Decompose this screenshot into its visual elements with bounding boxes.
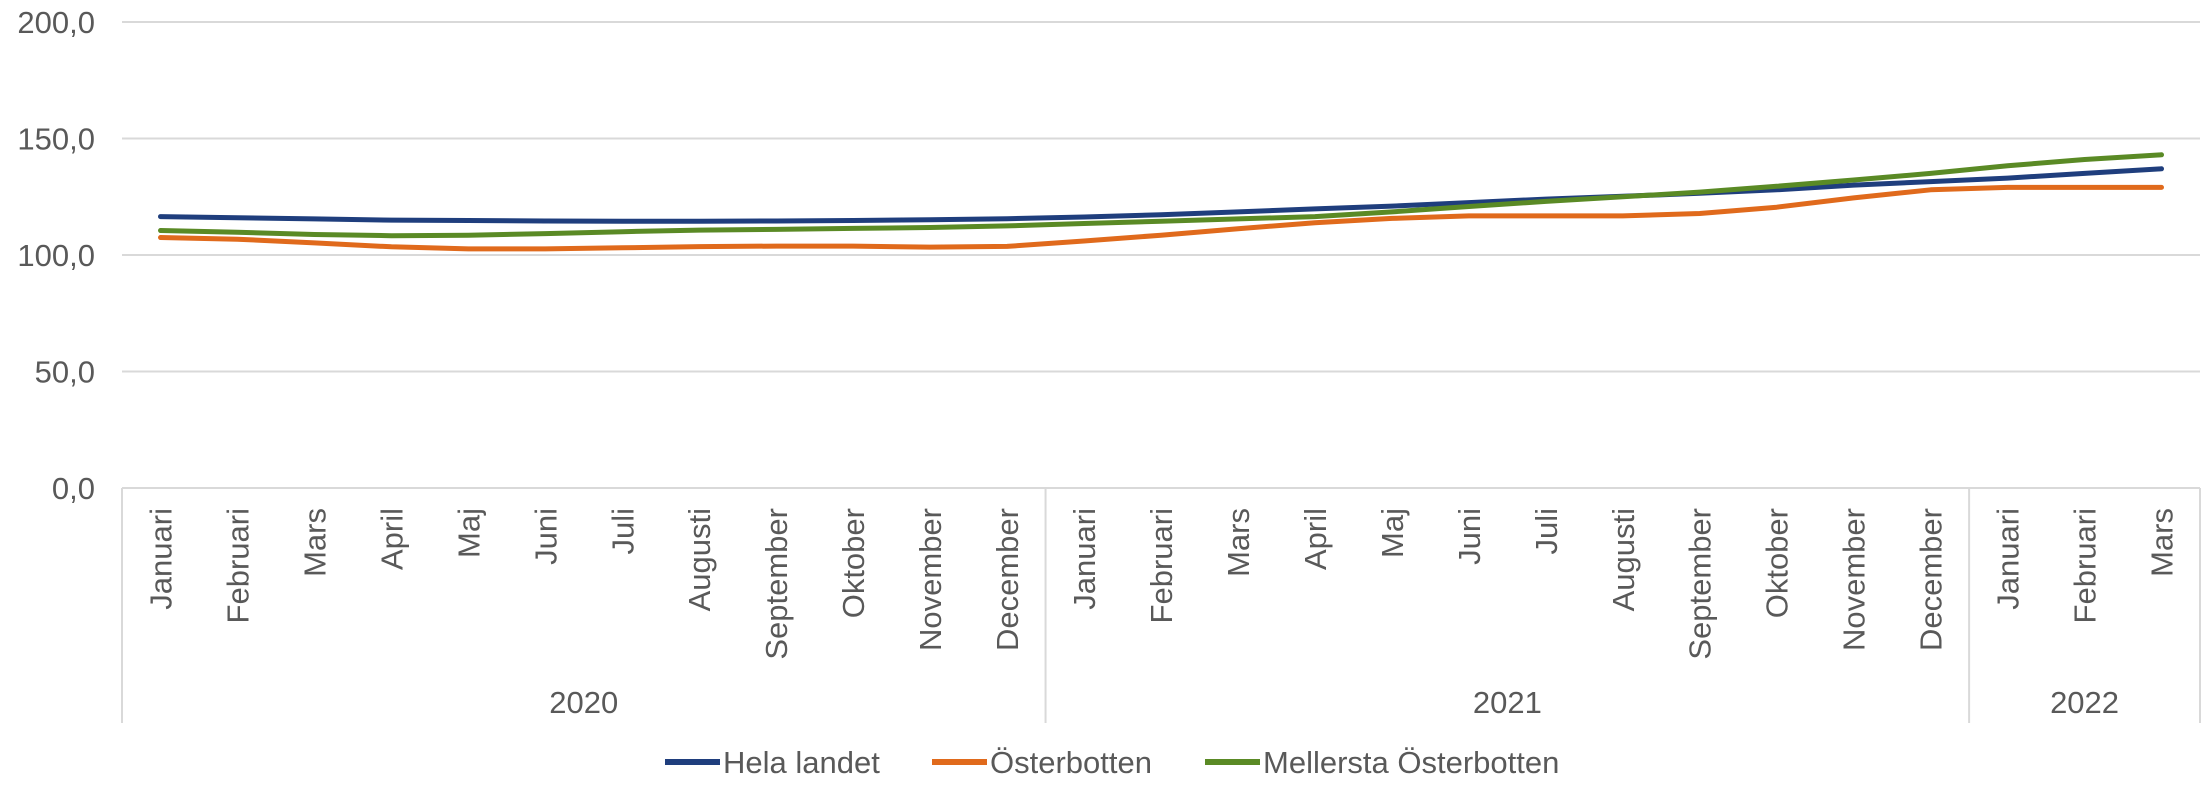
x-tick-label: Juli xyxy=(605,508,640,555)
x-tick-label: Augusti xyxy=(682,508,717,611)
x-tick-label: Februari xyxy=(220,508,255,623)
year-label: 2020 xyxy=(549,685,618,720)
x-tick-label: November xyxy=(1837,508,1872,651)
legend-label: Österbotten xyxy=(990,745,1152,780)
x-tick-label: Maj xyxy=(451,508,486,558)
legend-label: Hela landet xyxy=(723,745,880,780)
x-tick-label: Januari xyxy=(1991,508,2026,610)
x-tick-label: Januari xyxy=(143,508,178,610)
legend-label: Mellersta Österbotten xyxy=(1263,745,1559,780)
x-tick-label: December xyxy=(1914,508,1949,651)
y-tick-label: 50,0 xyxy=(35,355,95,390)
year-label: 2022 xyxy=(2050,685,2119,720)
x-tick-label: Juni xyxy=(1452,508,1487,565)
x-tick-label: Oktober xyxy=(1760,508,1795,618)
x-tick-label: December xyxy=(990,508,1025,651)
x-tick-label: September xyxy=(759,508,794,660)
series-line xyxy=(158,166,2164,224)
x-tick-label: April xyxy=(374,508,409,570)
x-tick-label: November xyxy=(913,508,948,651)
x-tick-label: Mars xyxy=(2145,508,2180,577)
series-line xyxy=(158,184,2164,252)
x-tick-label: Mars xyxy=(297,508,332,577)
year-label: 2021 xyxy=(1473,685,1542,720)
x-tick-label: Maj xyxy=(1375,508,1410,558)
x-tick-label: Augusti xyxy=(1606,508,1641,611)
x-tick-label: Mars xyxy=(1221,508,1256,577)
x-tick-label: Januari xyxy=(1067,508,1102,610)
y-tick-label: 150,0 xyxy=(17,122,95,157)
x-tick-label: Februari xyxy=(1144,508,1179,623)
y-tick-label: 100,0 xyxy=(17,238,95,273)
x-tick-label: Juli xyxy=(1529,508,1564,555)
y-tick-label: 200,0 xyxy=(17,5,95,40)
x-tick-label: Oktober xyxy=(836,508,871,618)
y-tick-label: 0,0 xyxy=(52,471,95,506)
x-tick-label: September xyxy=(1683,508,1718,660)
series-line xyxy=(158,152,2164,239)
x-tick-label: Februari xyxy=(2068,508,2103,623)
x-tick-label: April xyxy=(1298,508,1333,570)
x-tick-label: Juni xyxy=(528,508,563,565)
